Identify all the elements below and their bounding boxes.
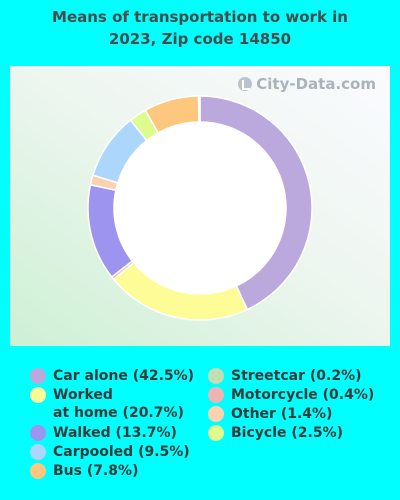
legend-label-walked: Walked (13.7%) [53, 425, 177, 441]
legend-label-other: Other (1.4%) [231, 406, 333, 422]
donut-hole [114, 122, 286, 294]
legend-item-worked-at-home: Worked at home (20.7%) [30, 386, 184, 422]
legend-item-other: Other (1.4%) [208, 405, 332, 423]
legend-item-bus: Bus (7.8%) [30, 462, 138, 480]
legend-label-carpooled: Carpooled (9.5%) [53, 444, 190, 460]
legend-label-worked-at-home: Worked at home (20.7%) [53, 387, 184, 421]
legend-swatch-other [208, 406, 224, 422]
city-data-logo-icon [238, 77, 253, 91]
legend-item-streetcar: Streetcar (0.2%) [208, 367, 362, 385]
watermark: City-Data.com [238, 74, 376, 94]
legend-swatch-worked-at-home [30, 387, 46, 403]
chart-title-line-2: 2023, Zip code 14850 [108, 30, 292, 48]
donut-slice-streetcar [197, 95, 201, 123]
donut-chart [87, 95, 313, 321]
legend-item-carpooled: Carpooled (9.5%) [30, 443, 190, 461]
legend-swatch-streetcar [208, 368, 224, 384]
legend-swatch-motorcycle [208, 387, 224, 403]
watermark-text: City-Data.com [256, 75, 376, 93]
legend-swatch-bus [30, 463, 46, 479]
legend-item-bicycle: Bicycle (2.5%) [208, 424, 343, 442]
chart-legend: Car alone (42.5%) Worked at home (20.7%) W… [30, 367, 390, 487]
legend-label-motorcycle: Motorcycle (0.4%) [231, 387, 375, 403]
legend-item-car-alone: Car alone (42.5%) [30, 367, 194, 385]
legend-swatch-walked [30, 425, 46, 441]
chart-title: Means of transportation to work in 2023,… [0, 6, 400, 50]
plot-area: City-Data.com [10, 66, 390, 346]
legend-label-streetcar: Streetcar (0.2%) [231, 368, 362, 384]
legend-item-walked: Walked (13.7%) [30, 424, 177, 442]
legend-swatch-carpooled [30, 444, 46, 460]
legend-label-car-alone: Car alone (42.5%) [53, 368, 195, 384]
legend-swatch-car-alone [30, 368, 46, 384]
legend-swatch-bicycle [208, 425, 224, 441]
legend-item-motorcycle: Motorcycle (0.4%) [208, 386, 374, 404]
chart-title-line-1: Means of transportation to work in [52, 8, 348, 26]
legend-label-bus: Bus (7.8%) [53, 463, 139, 479]
legend-label-bicycle: Bicycle (2.5%) [231, 425, 343, 441]
